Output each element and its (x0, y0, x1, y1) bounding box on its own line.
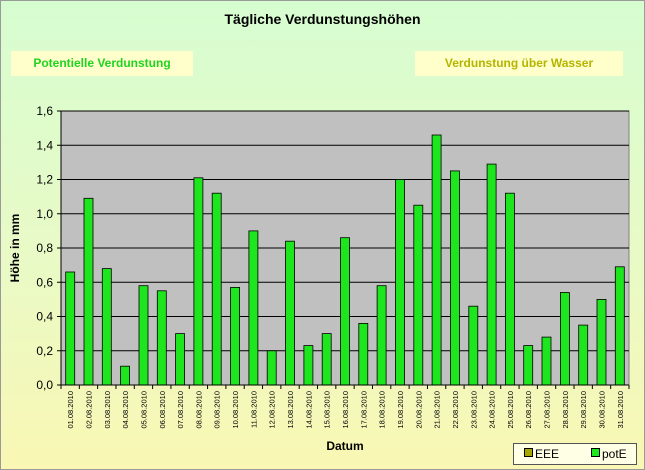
x-tick-label: 19.08.2010 (396, 391, 405, 429)
legend-swatch-eee (524, 448, 533, 457)
bar-pote (120, 365, 130, 386)
gridlines (61, 110, 629, 352)
x-tick-label: 20.08.2010 (414, 391, 423, 429)
bar-pote (596, 298, 607, 386)
x-tick-label: 22.08.2010 (451, 391, 460, 429)
bar-pote (413, 204, 424, 386)
x-tick-label: 28.08.2010 (561, 391, 570, 429)
legend-swatch-pote (591, 448, 600, 457)
bar-pote (156, 290, 167, 386)
x-tick-label: 12.08.2010 (268, 391, 277, 429)
x-tick-label: 08.08.2010 (194, 391, 203, 429)
legend-item-eee: EEE (524, 447, 559, 461)
bar-pote (303, 345, 314, 386)
bar-pote (211, 192, 222, 386)
x-tick-label: 07.08.2010 (176, 391, 185, 429)
bar-pote (504, 192, 515, 386)
x-tick-label: 17.08.2010 (359, 391, 368, 429)
x-tick-label: 27.08.2010 (543, 391, 552, 429)
x-axis-label: Datum (326, 439, 363, 453)
bar-pote (468, 305, 479, 386)
bar-pote (175, 333, 186, 386)
y-tick-label: 0,4 (36, 310, 53, 324)
bar-pote (358, 322, 369, 386)
bar-pote (230, 286, 241, 386)
bar-pote (248, 230, 259, 386)
x-tick-label: 21.08.2010 (433, 391, 442, 429)
x-tick-label: 10.08.2010 (231, 391, 240, 429)
legend-label-pote: potE (602, 447, 627, 461)
bars (65, 134, 625, 386)
y-tick-label: 1,2 (36, 173, 53, 187)
bar-pote (101, 268, 112, 386)
x-tick-label: 02.08.2010 (85, 391, 94, 429)
chart-title: Tägliche Verdunstungshöhen (224, 11, 421, 27)
bar-pote (321, 333, 332, 386)
x-tick-label: 25.08.2010 (506, 391, 515, 429)
legend: EEE potE (513, 443, 637, 465)
x-tick-label: 11.08.2010 (249, 391, 258, 428)
y-axis-label: Höhe in mm (8, 214, 22, 283)
bar-pote (523, 345, 534, 386)
bar-pote (560, 292, 570, 386)
y-tick-label: 0,2 (36, 344, 53, 358)
x-tick-label: 30.08.2010 (598, 391, 607, 429)
y-tick-label: 1,0 (36, 207, 53, 221)
x-tick-label: 13.08.2010 (286, 391, 295, 429)
x-tick-label: 24.08.2010 (488, 391, 497, 429)
bar-pote (578, 324, 589, 386)
x-tick-label: 16.08.2010 (341, 391, 350, 429)
y-tick-label: 1,6 (36, 104, 53, 118)
bar-pote (486, 163, 497, 386)
legend-item-pote: potE (591, 447, 627, 461)
y-tick-label: 1,4 (36, 138, 53, 152)
x-tick-label: 04.08.2010 (121, 391, 130, 429)
x-tick-label: 23.08.2010 (469, 391, 478, 429)
x-tick-label: 06.08.2010 (158, 391, 167, 429)
y-tick-label: 0,8 (36, 241, 53, 255)
bar-pote (193, 177, 204, 386)
bar-pote (266, 350, 277, 386)
bar-pote (65, 271, 76, 386)
x-tick-label: 03.08.2010 (103, 391, 112, 429)
legend-label-eee: EEE (535, 447, 560, 461)
bar-pote (541, 336, 552, 386)
bar-pote (340, 237, 350, 386)
y-tick-label: 0,0 (36, 378, 53, 392)
x-axis-ticks: 01.08.2010 02.08.2010 03.08.2010 04.08.2010… (60, 385, 630, 429)
potential-evaporation-label: Potentielle Verdunstung (11, 51, 193, 76)
y-axis-ticks: 0,0 0,2 0,4 0,6 0,8 1,0 1,2 1,4 1,6 (36, 104, 61, 392)
x-tick-label: 15.08.2010 (323, 391, 332, 429)
x-tick-label: 14.08.2010 (304, 391, 313, 429)
bar-pote (431, 134, 442, 386)
x-tick-label: 26.08.2010 (524, 391, 533, 429)
bar-pote (285, 240, 295, 386)
x-tick-label: 05.08.2010 (140, 391, 149, 429)
bar-pote (449, 170, 460, 386)
bar-pote (395, 179, 405, 386)
bar-pote (614, 266, 625, 386)
x-tick-label: 29.08.2010 (579, 391, 588, 429)
bar-pote (376, 285, 387, 386)
x-tick-label: 31.08.2010 (616, 391, 625, 429)
x-tick-label: 01.08.2010 (66, 391, 75, 429)
x-tick-label: 09.08.2010 (213, 391, 222, 429)
x-tick-label: 18.08.2010 (378, 391, 387, 429)
y-tick-label: 0,6 (36, 275, 53, 289)
bar-pote (83, 197, 94, 386)
bar-pote (138, 285, 149, 386)
water-evaporation-label: Verdunstung über Wasser (415, 51, 623, 76)
